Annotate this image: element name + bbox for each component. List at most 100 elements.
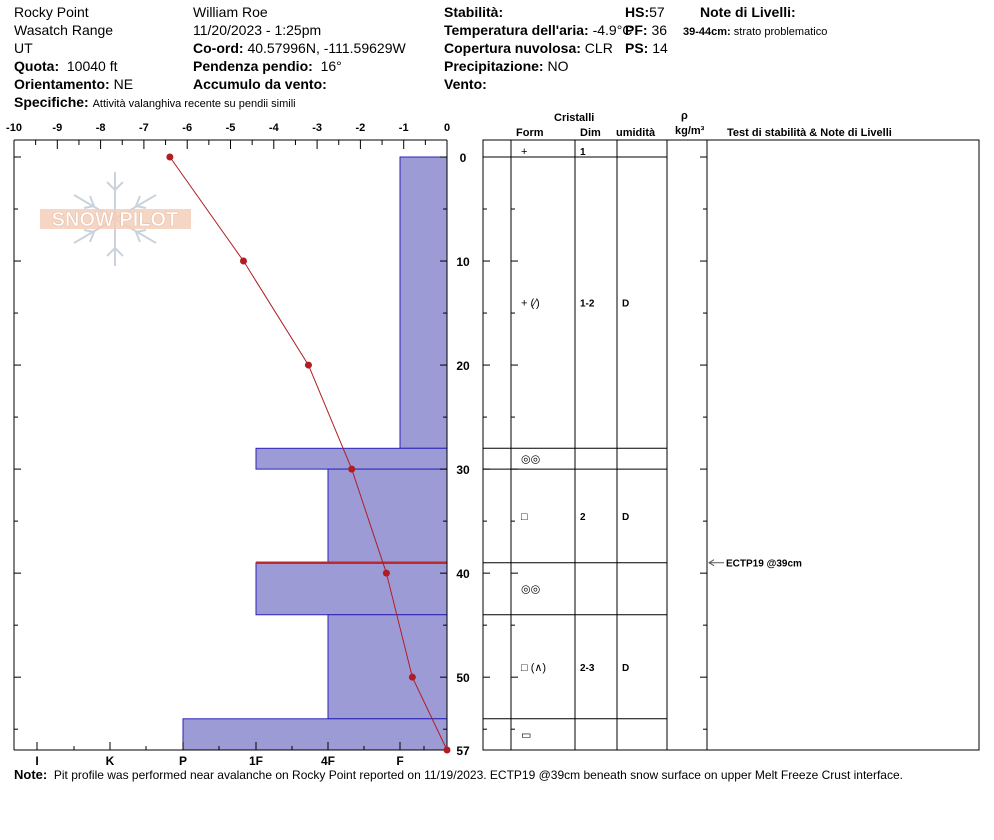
ps-row: PS: 14 [625,40,668,56]
ps-label: PS: [625,40,649,56]
col-tests-header: Test di stabilità & Note di Livelli [727,127,892,139]
temperature-tick-label: 0 [444,122,450,134]
temperature-point [443,746,451,754]
precip-row: Precipitazione: NO [444,58,568,74]
coords-row: Co-ord: 40.57996N, -111.59629W [193,40,406,56]
temperature-point [239,257,247,265]
specifics-row: Specifiche: Attività valanghiva recente … [14,94,296,112]
elevation-value: 10040 ft [66,58,118,74]
layer-note-text: strato problematico [733,26,828,38]
crystals-title: Cristalli [554,112,595,124]
pf-row: PF: 36 [625,22,667,38]
snowpilot-watermark: SNOW PILOT [40,172,191,266]
slope-row: Pendenza pendio: 16° [193,58,342,74]
hardness-bar [327,468,448,564]
hs-label: HS: [625,4,650,20]
note-row: Note: Pit profile was performed near ava… [14,767,903,783]
temperature-tick-label: -10 [6,122,22,134]
layer-notes-title: Note di Livelli: [700,4,796,20]
specifics-label: Specifiche: [14,94,89,110]
layer-size: 2-3 [580,663,595,674]
layer-form: + [521,146,527,158]
note-label: Note: [14,767,48,782]
depth-tick-label: 30 [456,463,470,477]
temperature-tick-label: -4 [269,122,280,134]
slope-label: Pendenza pendio: [193,58,313,74]
col-density-unit: kg/m³ [675,125,705,137]
temperature-point [166,153,174,161]
hardness-bar [399,156,448,449]
hardness-tick-label: K [106,754,115,768]
depth-tick-label: 0 [460,151,467,165]
hardness-bar [255,562,448,616]
depth-tick-label: 10 [456,255,470,269]
air-temp-value: -4.9°C [592,22,633,38]
coords-value: 40.57996N, -111.59629W [247,40,406,56]
aspect-row: Orientamento: NE [14,76,133,92]
wind-row: Vento: [444,76,487,92]
layer-form: ◎◎ [521,454,540,466]
wind-loading-label: Accumulo da vento: [193,76,327,92]
layer-moisture: D [622,512,629,523]
layer-size: 2 [580,512,586,523]
elevation-label: Quota: [14,58,60,74]
stability-test-label: ECTP19 @39cm [726,559,802,570]
col-density-symbol: ρ [681,110,688,122]
layer-form: ▭ [521,729,531,741]
ps-value: 14 [652,40,668,56]
hardness-tick-label: 4F [321,754,335,768]
state-name: UT [14,40,33,56]
aspect-value: NE [113,76,134,92]
depth-tick-label: 40 [456,567,470,581]
coords-label: Co-ord: [193,40,244,56]
snow-profile-chart: SNOW PILOT -10 -9 -8 -7 -6 -5 -4 -3 -2 -1 00102030… [6,122,980,768]
depth-tick-label: 50 [456,671,470,685]
layer-moisture: D [622,299,629,310]
hs-row: HS:57 [625,4,665,20]
location-name: Rocky Point [14,4,89,20]
hardness-tick-label: F [396,754,403,768]
layer-moisture: D [622,663,629,674]
temperature-tick-label: -8 [96,122,106,134]
hardness-tick-label: I [35,754,38,768]
note-text: Pit profile was performed near avalanche… [53,768,903,782]
hardness-tick-label: P [179,754,187,768]
hardness-bar [327,614,448,720]
precip-label: Precipitazione: [444,58,544,74]
sky-value: CLR [584,40,613,56]
pf-value: 36 [651,22,668,38]
temperature-tick-label: -7 [139,122,149,134]
temperature-point [382,569,390,577]
temperature-tick-label: -5 [226,122,236,134]
pf-label: PF: [625,22,648,38]
observation-datetime: 11/20/2023 - 1:25pm [193,22,322,38]
layer-form: □ (∧) [521,662,546,674]
wind-label: Vento: [444,76,487,92]
layer-form: □ [521,511,528,523]
layers-table-frame [482,139,980,751]
aspect-label: Orientamento: [14,76,110,92]
watermark-band [40,209,191,229]
temperature-point [408,673,416,681]
observer-name: William Roe [193,4,268,20]
stability-label: Stabilità: [444,4,504,20]
col-moisture-header: umidità [616,127,656,139]
slope-value: 16° [320,58,342,74]
layer-note-range: 39-44cm: [683,26,731,38]
watermark-text: SNOW PILOT [52,209,179,231]
layer-size: 1-2 [580,299,595,310]
layer-form: ◎◎ [521,584,540,596]
stability-row: Stabilità: [444,4,503,20]
elevation-row: Quota: 10040 ft [14,58,118,74]
layer-note: 39-44cm: strato problematico [683,24,827,40]
depth-tick-label: 57 [456,744,470,758]
layer-size: 1 [580,147,586,158]
hardness-bar [182,718,448,751]
air-temp-label: Temperatura dell'aria: [444,22,589,38]
layer-form: + (⁄) [521,298,540,310]
stability-test-arrowhead [708,559,715,567]
sky-row: Copertura nuvolosa: CLR [444,40,613,56]
hardness-tick-label: 1F [249,754,263,768]
temperature-tick-label: -2 [356,122,366,134]
wind-loading-row: Accumulo da vento: [193,76,327,92]
